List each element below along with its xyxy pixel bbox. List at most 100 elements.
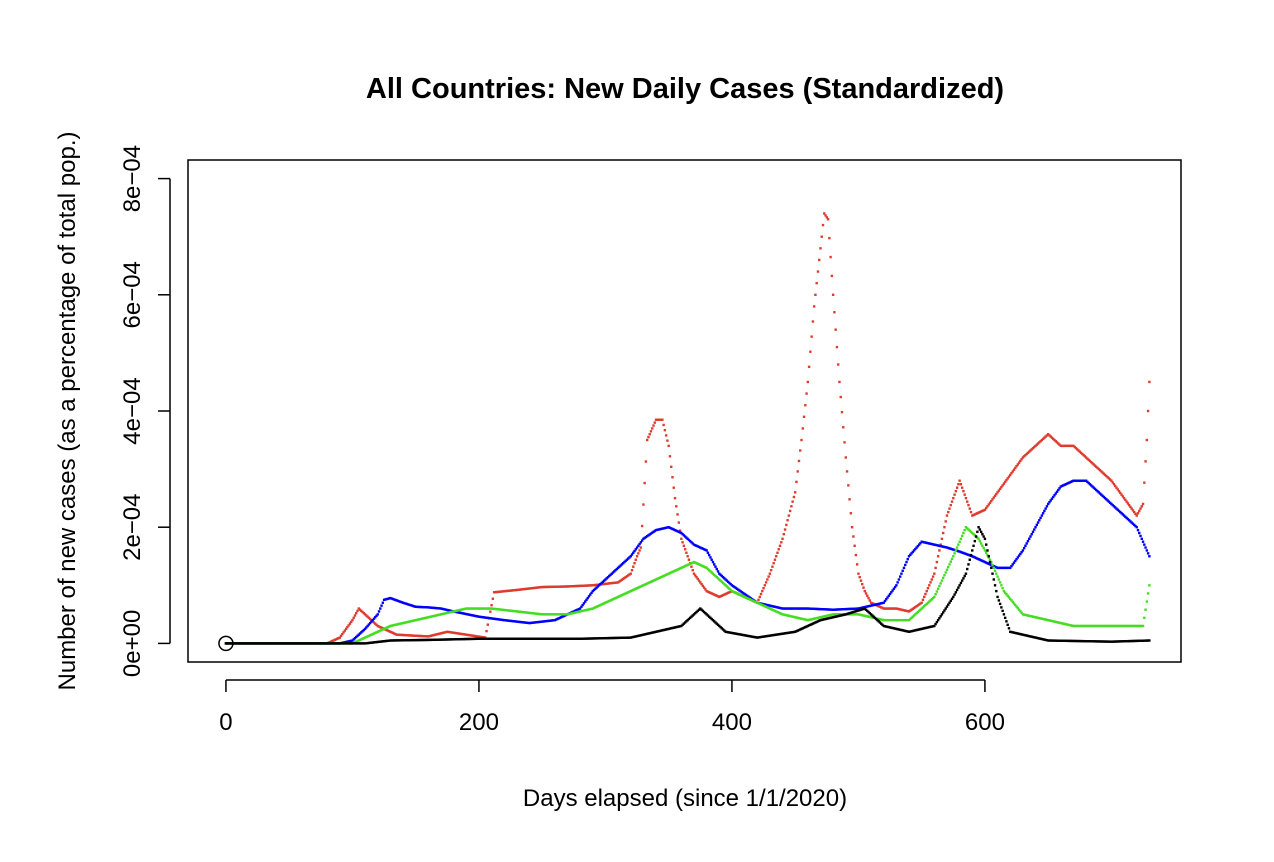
data-point — [720, 574, 724, 578]
data-point — [438, 632, 441, 635]
data-point — [723, 577, 726, 580]
data-point — [780, 607, 783, 610]
data-point — [1009, 597, 1012, 601]
data-point — [591, 584, 594, 587]
data-point — [857, 572, 860, 575]
data-point — [339, 634, 343, 638]
data-point — [542, 620, 545, 623]
data-point — [1089, 640, 1093, 643]
data-point — [492, 637, 496, 640]
data-point — [963, 552, 966, 555]
data-point — [427, 638, 430, 642]
data-point — [486, 616, 489, 620]
data-point — [787, 607, 791, 610]
data-point — [1093, 487, 1097, 491]
data-point — [928, 542, 931, 545]
data-point — [816, 607, 820, 611]
data-point — [1064, 639, 1068, 643]
data-point — [1069, 480, 1073, 484]
data-point — [911, 607, 915, 611]
data-point — [945, 605, 949, 608]
data-point — [505, 589, 508, 593]
data-point — [852, 613, 855, 616]
data-point — [895, 627, 898, 631]
data-point — [347, 624, 350, 627]
data-point — [475, 607, 478, 610]
data-point — [520, 610, 524, 614]
data-point — [773, 609, 777, 613]
data-point — [957, 543, 960, 546]
data-point — [1038, 616, 1041, 620]
data-point — [403, 621, 406, 624]
data-point — [914, 613, 917, 616]
data-point — [900, 618, 903, 622]
data-point — [355, 642, 358, 645]
data-point — [352, 642, 355, 645]
data-point — [237, 642, 240, 645]
data-point — [363, 613, 367, 616]
data-point — [389, 596, 392, 600]
data-point — [778, 611, 782, 615]
data-point — [510, 609, 514, 613]
data-point — [824, 608, 827, 611]
data-point — [447, 611, 450, 614]
data-point — [284, 642, 287, 645]
data-point — [344, 642, 348, 645]
data-point — [298, 642, 301, 645]
data-point — [596, 637, 600, 640]
data-point — [1044, 435, 1047, 438]
data-point — [432, 638, 435, 642]
data-point — [691, 561, 694, 564]
data-point — [347, 642, 350, 645]
data-point — [522, 610, 525, 614]
data-point — [447, 630, 450, 634]
data-point — [909, 630, 912, 633]
data-point — [229, 642, 233, 645]
data-point — [269, 642, 272, 645]
data-point — [406, 603, 410, 606]
data-point — [475, 635, 478, 638]
data-point — [438, 607, 441, 610]
data-point — [968, 507, 971, 510]
data-point — [792, 495, 796, 499]
data-point — [1134, 639, 1137, 643]
data-point — [241, 642, 244, 645]
data-point — [743, 634, 746, 637]
data-point — [929, 542, 932, 545]
data-point — [791, 630, 794, 634]
data-point — [1112, 483, 1116, 486]
data-point — [881, 618, 884, 622]
data-point — [356, 642, 359, 645]
data-point — [1062, 444, 1065, 448]
data-point — [709, 616, 712, 620]
data-point — [638, 542, 641, 546]
x-tick-label: 200 — [459, 709, 499, 736]
data-point — [522, 588, 525, 591]
data-point — [696, 577, 699, 581]
data-point — [553, 585, 557, 588]
data-point — [914, 629, 917, 632]
data-point — [769, 634, 773, 637]
data-point — [730, 584, 734, 587]
data-point — [487, 637, 491, 640]
data-point — [930, 542, 934, 546]
data-point — [1120, 640, 1123, 643]
data-point — [1127, 639, 1131, 643]
data-point — [958, 550, 961, 553]
data-point — [1057, 639, 1060, 642]
data-point — [871, 602, 874, 605]
data-point — [947, 565, 950, 569]
data-point — [263, 642, 267, 645]
data-point — [381, 601, 385, 604]
data-point — [634, 635, 637, 638]
data-point — [606, 582, 610, 585]
data-point — [473, 637, 477, 641]
data-point — [538, 586, 541, 589]
data-point — [605, 636, 608, 640]
data-point — [826, 218, 830, 221]
data-point — [979, 510, 983, 513]
data-point — [1022, 455, 1026, 458]
data-point — [887, 607, 890, 610]
data-point — [578, 637, 582, 640]
data-point — [938, 617, 941, 620]
